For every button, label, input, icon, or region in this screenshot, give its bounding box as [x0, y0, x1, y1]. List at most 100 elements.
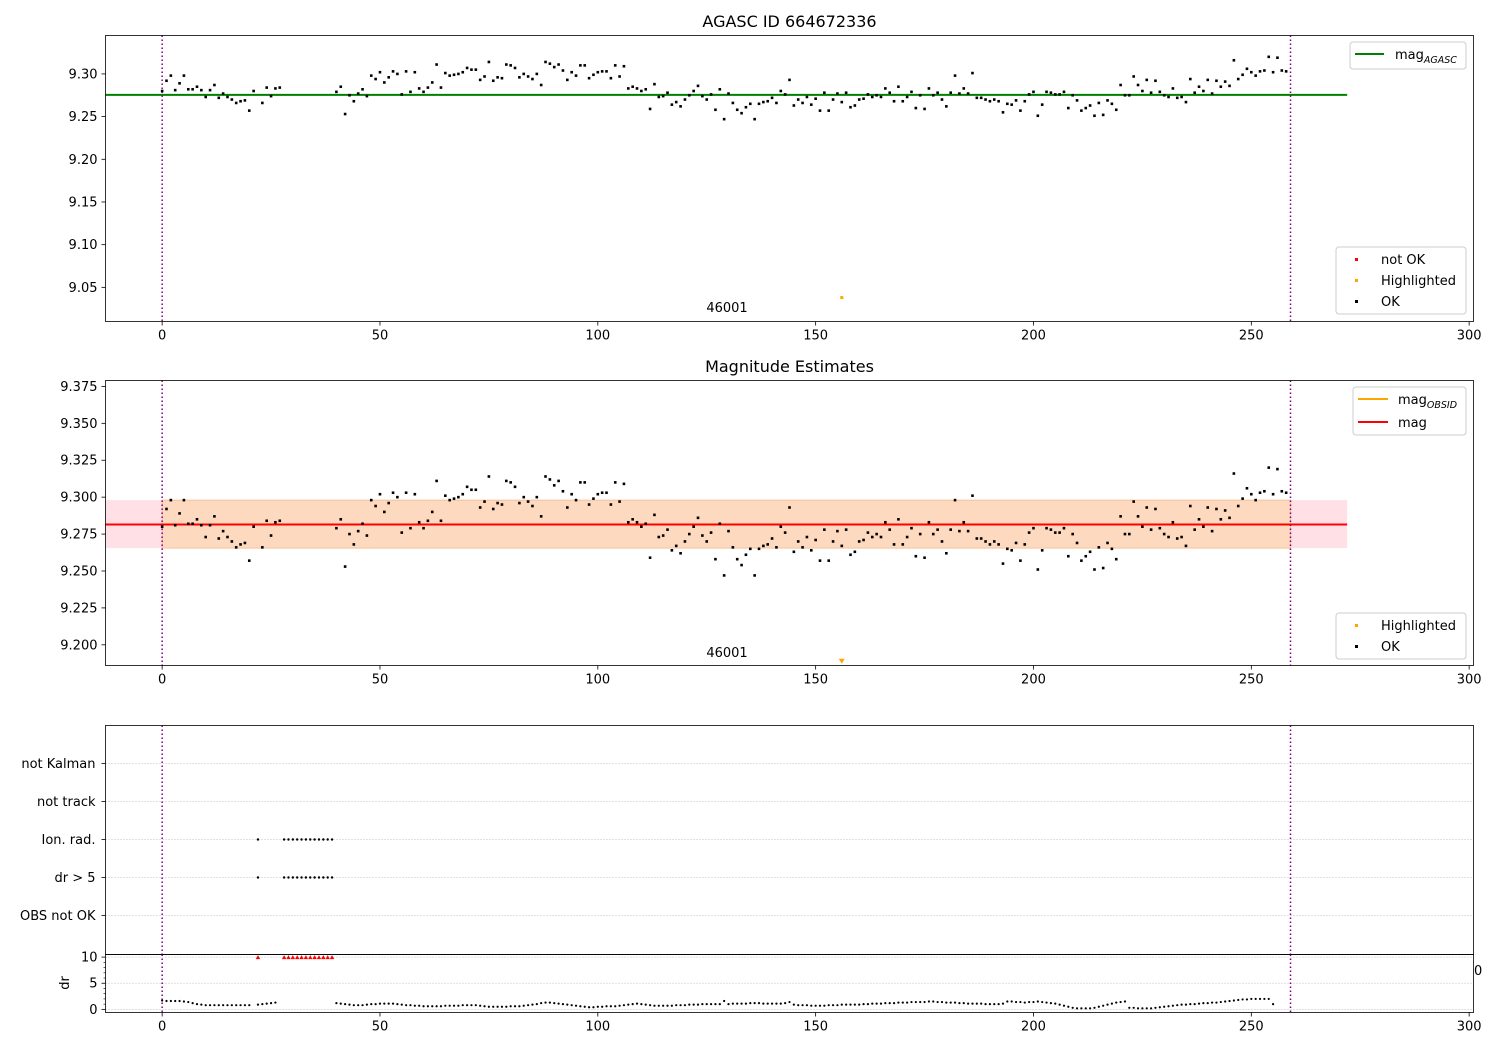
flags-panel-plot-area: not Kalman not track Ion. rad. dr > 5 OBS no… — [20, 725, 1474, 955]
data-point — [1158, 526, 1162, 530]
dr-point — [226, 1004, 229, 1007]
data-point — [178, 82, 181, 85]
y-tick-label: 9.20 — [69, 153, 98, 168]
data-point — [269, 94, 273, 98]
data-point — [1232, 58, 1236, 62]
dr-point — [1206, 1001, 1209, 1005]
data-point — [775, 546, 778, 549]
dr-point — [1080, 1007, 1083, 1010]
data-point — [997, 543, 1000, 546]
data-point — [526, 75, 530, 78]
dr-point — [592, 1006, 595, 1009]
data-point — [905, 535, 909, 539]
data-point — [200, 523, 203, 527]
data-point — [945, 105, 948, 108]
data-point — [796, 98, 800, 101]
data-point — [609, 76, 613, 80]
data-point — [897, 518, 900, 521]
data-point — [396, 72, 399, 76]
dr-panel-plot-area: 0 50 100 150 200 250 300 0 5 10 — [81, 951, 1482, 1035]
data-point — [1080, 559, 1083, 562]
data-point — [1032, 526, 1035, 530]
dr-point — [609, 1005, 612, 1008]
data-point — [653, 513, 656, 517]
data-point — [1132, 500, 1135, 503]
data-point — [731, 101, 735, 105]
dr-point — [644, 1003, 647, 1006]
dr-point — [1010, 1000, 1013, 1003]
dr-point — [570, 1004, 573, 1007]
dr-point — [261, 1003, 264, 1006]
data-point — [1123, 532, 1127, 536]
data-point — [1245, 67, 1249, 71]
dr-point — [191, 1001, 194, 1005]
legend-highlighted-marker-2 — [1355, 624, 1358, 627]
flag-point — [300, 838, 303, 841]
x-tick-label: 300 — [1457, 1020, 1482, 1035]
dr-point — [940, 1000, 944, 1004]
data-point — [831, 540, 835, 543]
data-point — [539, 515, 543, 518]
dr-point — [1097, 1005, 1100, 1008]
data-point — [992, 540, 996, 543]
data-point — [592, 73, 595, 77]
dr-clipped-point — [321, 955, 326, 960]
data-point — [1206, 506, 1210, 509]
x-tick-label: 150 — [803, 673, 828, 688]
dr-point — [1110, 1002, 1113, 1005]
data-point — [513, 485, 517, 489]
legend-highlighted-label-2: Highlighted — [1381, 619, 1456, 634]
dr-point — [396, 1003, 399, 1006]
dr-point — [540, 1001, 543, 1005]
data-point — [701, 534, 704, 537]
data-point — [958, 92, 961, 95]
data-point — [1210, 92, 1214, 95]
data-point — [862, 97, 865, 100]
dr-point — [705, 1003, 708, 1006]
flag-point — [295, 838, 299, 841]
dr-point — [701, 1003, 704, 1006]
data-point — [426, 86, 430, 89]
dr-point — [1062, 1004, 1066, 1007]
data-point — [884, 520, 887, 524]
data-point — [635, 520, 639, 524]
data-point — [261, 546, 264, 549]
dr-point — [361, 1004, 364, 1007]
agasc-marker-legend: not OK Highlighted OK — [1335, 246, 1467, 315]
data-point — [1236, 77, 1240, 81]
data-point — [709, 531, 713, 534]
data-point — [343, 112, 347, 116]
dr-point — [858, 1003, 861, 1006]
data-point — [796, 540, 800, 543]
data-point — [670, 103, 674, 106]
data-point — [958, 529, 961, 533]
data-point — [557, 63, 560, 66]
flag-point — [313, 876, 316, 879]
data-point — [866, 531, 870, 534]
data-point — [339, 518, 343, 521]
dr-point — [1158, 1006, 1161, 1009]
data-point — [1071, 93, 1074, 97]
flag-point — [291, 838, 295, 841]
data-point — [1036, 114, 1040, 118]
x-tick-label: 50 — [372, 1020, 389, 1035]
data-point — [208, 88, 212, 92]
dr-point — [208, 1004, 212, 1007]
data-point — [457, 495, 460, 499]
data-point — [1276, 467, 1279, 471]
data-point — [666, 528, 669, 531]
data-point — [491, 79, 495, 83]
dr-point — [243, 1004, 247, 1007]
dr-point — [1032, 1000, 1035, 1004]
data-point — [535, 495, 539, 499]
data-point — [1189, 504, 1192, 508]
dr-point — [901, 1001, 904, 1004]
dr-point — [500, 1005, 504, 1008]
dr-point — [897, 1001, 900, 1004]
dr-point — [265, 1002, 268, 1005]
data-point — [1141, 525, 1144, 528]
dr-point — [696, 1003, 700, 1006]
dr-clipped-point — [308, 955, 313, 960]
data-point — [779, 89, 783, 93]
dr-point — [984, 1003, 987, 1006]
